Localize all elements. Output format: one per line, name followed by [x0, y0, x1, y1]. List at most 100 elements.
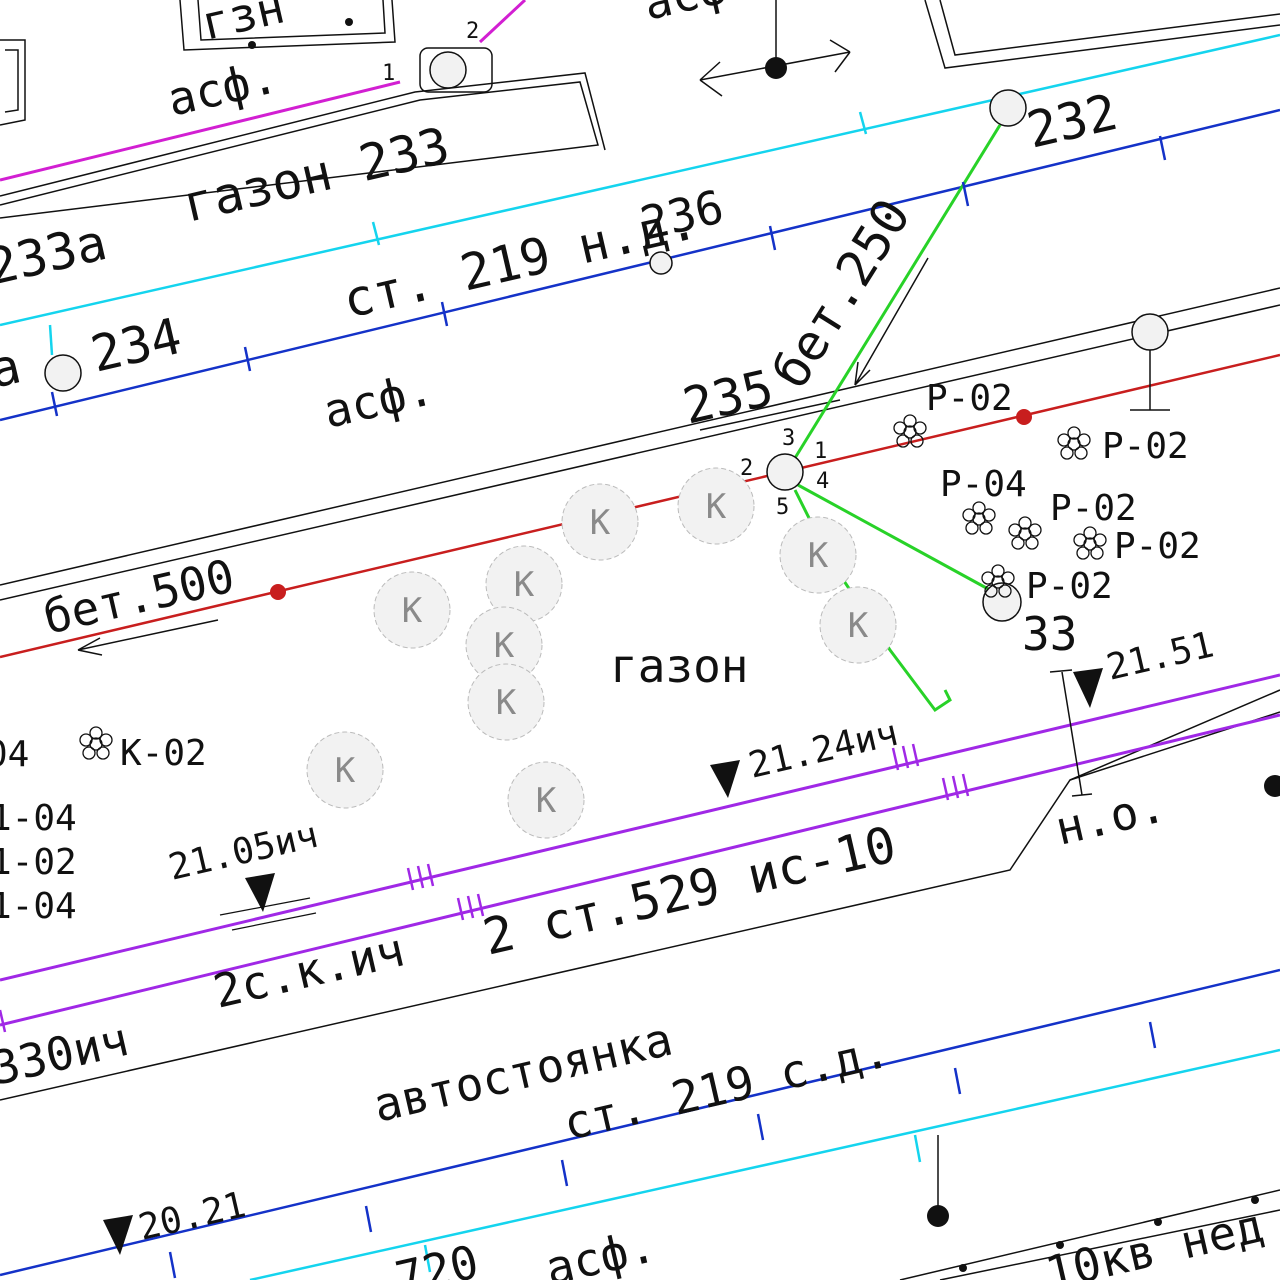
label-234: 234 — [86, 307, 187, 384]
well-top-box — [419, 47, 493, 93]
svg-text:К: К — [402, 591, 423, 631]
svg-text:К: К — [808, 536, 829, 576]
svg-text:К: К — [496, 683, 517, 723]
label-plant: 1-02 — [0, 842, 77, 883]
label-gazon: газон — [610, 639, 748, 693]
curb-gazon-233 — [0, 81, 599, 219]
label-330ich: 330ич — [0, 1012, 133, 1096]
elevation-triangle-icon — [245, 873, 275, 912]
label-well-num: 4 — [816, 469, 829, 494]
building-top-right-inner — [939, 0, 1280, 56]
left-edge-box — [0, 39, 26, 126]
label-elevation: 21.05ич — [165, 815, 322, 889]
wells — [44, 47, 1027, 622]
left-edge-box-inner — [4, 49, 19, 113]
label-asf-top-right: асф. — [638, 0, 758, 31]
svg-text:К: К — [494, 626, 515, 666]
tree-crown-k: К — [561, 483, 639, 561]
tree-crown-k: К — [485, 545, 563, 623]
svg-text:К: К — [590, 503, 611, 543]
label-asf-mid: асф. — [318, 361, 438, 439]
well-33 — [982, 582, 1022, 622]
shrub-flower-icon — [79, 726, 113, 760]
line-red — [0, 353, 1280, 659]
poles — [248, 0, 1280, 1272]
tree-crown-k: К — [465, 606, 543, 684]
label-elevation: 20.21 — [135, 1184, 250, 1248]
label-well-num: 3 — [782, 426, 795, 451]
road-edge-bottom-right-2 — [939, 1209, 1280, 1280]
tree-crown-k: К — [507, 761, 585, 839]
elevation-markers — [103, 668, 1103, 1255]
road-edge-bottom-1 — [0, 689, 1280, 1101]
label-plant: Р-04 — [940, 464, 1027, 505]
svg-text:К: К — [536, 781, 557, 821]
tree-crown-k: К — [779, 516, 857, 594]
line-cyan-bottom — [249, 1048, 1280, 1280]
label-bet-500: бет.500 — [38, 548, 239, 644]
pole-icon — [765, 0, 787, 79]
well-top — [429, 51, 467, 89]
label-gazon-233: газон 233 — [178, 116, 455, 233]
tree-crown-k: К — [677, 467, 755, 545]
sidewalk-edge-1 — [0, 287, 1280, 586]
arrow-flow-bet250 — [854, 257, 929, 386]
tree-group: К К К К К К К К К К — [306, 467, 897, 839]
building-top-left — [179, 0, 396, 51]
svg-text:К: К — [848, 606, 869, 646]
elevation-triangle-icon — [1073, 668, 1103, 708]
label-plant: 1-04 — [0, 886, 77, 927]
tick-marks — [0, 111, 1167, 1279]
building-top-right — [924, 0, 1280, 69]
red-node-point — [270, 584, 286, 600]
well-center — [766, 453, 804, 491]
label-elevation: 21.24ич — [745, 713, 902, 787]
line-magenta — [0, 80, 401, 182]
shrubs — [79, 414, 1107, 760]
label-plant: Р-02 — [1026, 566, 1113, 607]
well-236 — [649, 251, 673, 275]
measure-line — [1061, 671, 1083, 796]
label-asf-bottom: асф. — [540, 1218, 660, 1280]
label-plant: Р-02 — [1102, 426, 1189, 467]
shrub-flower-icon — [893, 414, 927, 448]
line-violet-2 — [0, 713, 1280, 1027]
svg-text:К: К — [514, 565, 535, 605]
power-line-dots — [248, 18, 1259, 1272]
tree-crown-k: К — [819, 586, 897, 664]
light-pole-icon — [1130, 313, 1170, 411]
label-720: 720 — [390, 1234, 483, 1280]
label-33: 33 — [1022, 607, 1077, 661]
label-well-num: 2 — [740, 456, 753, 481]
shrub-flower-icon — [1057, 426, 1091, 460]
tree-crown-k: К — [306, 731, 384, 809]
label-no: н.о. — [1050, 778, 1170, 856]
label-elevation: 21.51 — [1103, 624, 1218, 688]
label-233a: 233а — [0, 213, 112, 297]
line-blue-bottom — [0, 968, 1280, 1277]
shrub-flower-icon — [962, 501, 996, 535]
line-cyan-top — [0, 33, 1280, 327]
line-violet-1 — [0, 673, 1280, 982]
line-blue-top — [0, 108, 1280, 422]
label-well-num: 1 — [814, 439, 827, 464]
label-plant: 1-04 — [0, 798, 77, 839]
well-232 — [989, 89, 1027, 127]
label-plant: Р-02 — [1114, 526, 1201, 567]
label-232: 232 — [1022, 83, 1123, 160]
label-gzn: гзн — [196, 0, 289, 51]
well-234 — [44, 354, 82, 392]
sidewalk-edge-2 — [0, 304, 1280, 601]
label-well-num: 5 — [776, 495, 789, 520]
label-plant: К-02 — [120, 733, 207, 774]
label-well-num: 1 — [382, 61, 395, 86]
svg-text:К: К — [335, 751, 356, 791]
label-prefix-a: а — [0, 336, 26, 399]
edge-line-235 — [699, 399, 841, 431]
svg-text:К: К — [706, 487, 727, 527]
pole-icon — [927, 1135, 949, 1227]
elevation-triangle-icon — [710, 760, 740, 798]
